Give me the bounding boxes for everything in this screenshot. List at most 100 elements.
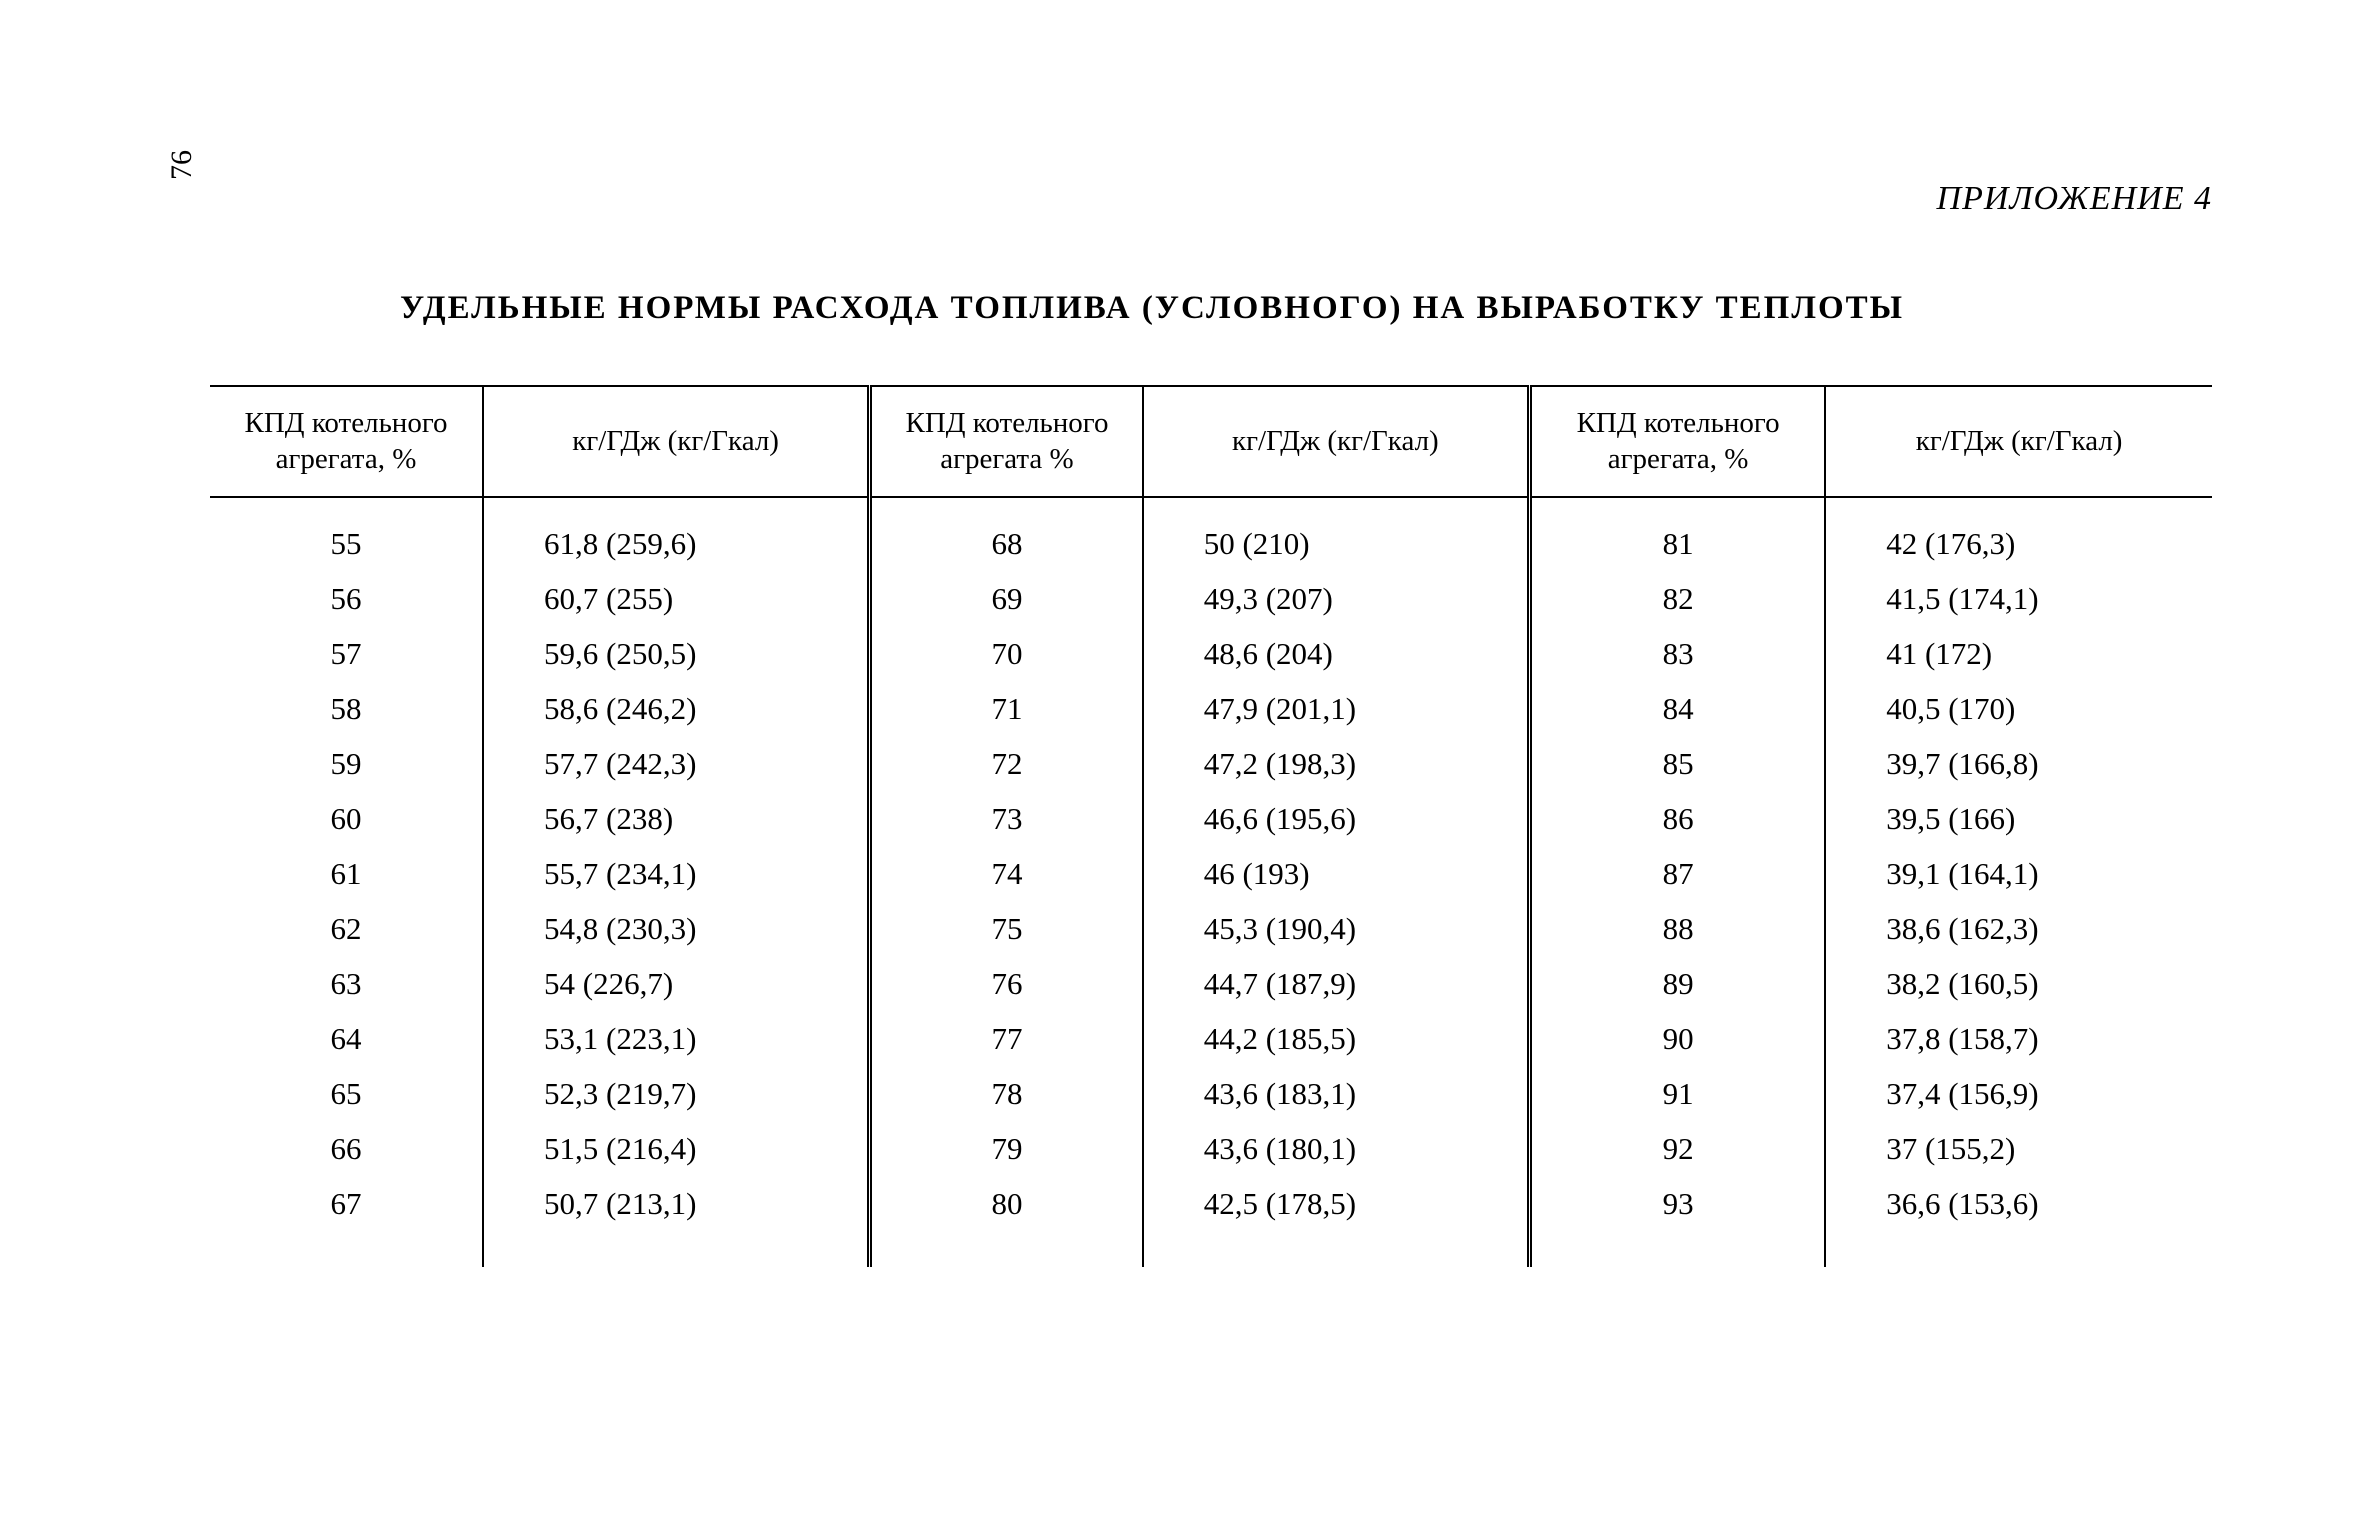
cell-kpd-2: 78 [870,1062,1143,1117]
table-header-row: КПД котельного агрегата, % кг/ГДж (кг/Гк… [210,386,2212,497]
cell-kpd-3: 84 [1529,677,1825,732]
col-header-val-3: кг/ГДж (кг/Гкал) [1825,386,2212,497]
cell-val-3: 39,7 (166,8) [1825,732,2212,787]
cell-val-2: 50 (210) [1143,497,1530,567]
cell-val-3: 40,5 (170) [1825,677,2212,732]
cell-val-3: 41 (172) [1825,622,2212,677]
cell-val-3: 39,5 (166) [1825,787,2212,842]
cell-kpd-3: 91 [1529,1062,1825,1117]
cell-kpd-2: 69 [870,567,1143,622]
cell-val-2: 49,3 (207) [1143,567,1530,622]
cell-val-2: 43,6 (180,1) [1143,1117,1530,1172]
col-header-val-1: кг/ГДж (кг/Гкал) [483,386,870,497]
table-row: 6056,7 (238)7346,6 (195,6)8639,5 (166) [210,787,2212,842]
cell-val-1: 57,7 (242,3) [483,732,870,787]
cell-kpd-2: 72 [870,732,1143,787]
cell-val-3: 37 (155,2) [1825,1117,2212,1172]
cell-kpd-1: 67 [210,1172,483,1267]
cell-val-2: 43,6 (183,1) [1143,1062,1530,1117]
cell-kpd-2: 68 [870,497,1143,567]
cell-val-2: 44,2 (185,5) [1143,1007,1530,1062]
cell-kpd-1: 55 [210,497,483,567]
table-row: 5858,6 (246,2)7147,9 (201,1)8440,5 (170) [210,677,2212,732]
cell-val-3: 36,6 (153,6) [1825,1172,2212,1267]
cell-kpd-3: 89 [1529,952,1825,1007]
cell-kpd-1: 63 [210,952,483,1007]
cell-val-1: 58,6 (246,2) [483,677,870,732]
cell-kpd-2: 74 [870,842,1143,897]
cell-val-3: 37,8 (158,7) [1825,1007,2212,1062]
cell-kpd-2: 75 [870,897,1143,952]
table-row: 5957,7 (242,3)7247,2 (198,3)8539,7 (166,… [210,732,2212,787]
cell-kpd-3: 88 [1529,897,1825,952]
cell-kpd-1: 64 [210,1007,483,1062]
fuel-norms-table-wrapper: КПД котельного агрегата, % кг/ГДж (кг/Гк… [210,385,2212,1267]
cell-val-3: 42 (176,3) [1825,497,2212,567]
col-header-kpd-2: КПД котельного агрегата % [870,386,1143,497]
cell-kpd-3: 92 [1529,1117,1825,1172]
cell-val-3: 37,4 (156,9) [1825,1062,2212,1117]
cell-val-1: 56,7 (238) [483,787,870,842]
cell-kpd-1: 65 [210,1062,483,1117]
table-row: 5660,7 (255)6949,3 (207)8241,5 (174,1) [210,567,2212,622]
cell-kpd-2: 71 [870,677,1143,732]
cell-val-2: 44,7 (187,9) [1143,952,1530,1007]
cell-kpd-2: 70 [870,622,1143,677]
cell-kpd-2: 76 [870,952,1143,1007]
col-header-val-2: кг/ГДж (кг/Гкал) [1143,386,1530,497]
col-header-kpd-1: КПД котельного агрегата, % [210,386,483,497]
cell-val-1: 59,6 (250,5) [483,622,870,677]
cell-kpd-3: 82 [1529,567,1825,622]
cell-kpd-3: 85 [1529,732,1825,787]
cell-val-1: 60,7 (255) [483,567,870,622]
table-row: 6750,7 (213,1)8042,5 (178,5)9336,6 (153,… [210,1172,2212,1267]
table-row: 6453,1 (223,1)7744,2 (185,5)9037,8 (158,… [210,1007,2212,1062]
cell-kpd-3: 83 [1529,622,1825,677]
cell-kpd-1: 59 [210,732,483,787]
col-header-kpd-3: КПД котельного агрегата, % [1529,386,1825,497]
cell-kpd-3: 81 [1529,497,1825,567]
cell-kpd-1: 57 [210,622,483,677]
cell-kpd-2: 77 [870,1007,1143,1062]
table-row: 6651,5 (216,4)7943,6 (180,1)9237 (155,2) [210,1117,2212,1172]
cell-val-2: 42,5 (178,5) [1143,1172,1530,1267]
page-title: УДЕЛЬНЫЕ НОРМЫ РАСХОДА ТОПЛИВА (УСЛОВНОГ… [400,290,2162,327]
cell-val-1: 55,7 (234,1) [483,842,870,897]
cell-val-2: 45,3 (190,4) [1143,897,1530,952]
cell-kpd-3: 90 [1529,1007,1825,1062]
table-row: 6354 (226,7)7644,7 (187,9)8938,2 (160,5) [210,952,2212,1007]
cell-val-2: 47,9 (201,1) [1143,677,1530,732]
cell-val-2: 46 (193) [1143,842,1530,897]
cell-kpd-1: 62 [210,897,483,952]
table-row: 6552,3 (219,7)7843,6 (183,1)9137,4 (156,… [210,1062,2212,1117]
cell-val-2: 48,6 (204) [1143,622,1530,677]
cell-val-1: 61,8 (259,6) [483,497,870,567]
cell-val-1: 54,8 (230,3) [483,897,870,952]
cell-val-3: 41,5 (174,1) [1825,567,2212,622]
table-row: 5561,8 (259,6)6850 (210)8142 (176,3) [210,497,2212,567]
cell-kpd-2: 79 [870,1117,1143,1172]
cell-val-3: 39,1 (164,1) [1825,842,2212,897]
cell-kpd-3: 93 [1529,1172,1825,1267]
cell-val-1: 50,7 (213,1) [483,1172,870,1267]
cell-val-3: 38,6 (162,3) [1825,897,2212,952]
cell-kpd-3: 86 [1529,787,1825,842]
cell-kpd-2: 73 [870,787,1143,842]
cell-val-1: 51,5 (216,4) [483,1117,870,1172]
cell-kpd-1: 60 [210,787,483,842]
cell-kpd-3: 87 [1529,842,1825,897]
cell-val-3: 38,2 (160,5) [1825,952,2212,1007]
fuel-norms-table: КПД котельного агрегата, % кг/ГДж (кг/Гк… [210,385,2212,1267]
cell-kpd-1: 58 [210,677,483,732]
cell-val-2: 47,2 (198,3) [1143,732,1530,787]
cell-kpd-2: 80 [870,1172,1143,1267]
appendix-label: ПРИЛОЖЕНИЕ 4 [1937,180,2212,218]
table-row: 6254,8 (230,3)7545,3 (190,4)8838,6 (162,… [210,897,2212,952]
cell-kpd-1: 61 [210,842,483,897]
page-number: 76 [165,150,199,180]
cell-val-1: 53,1 (223,1) [483,1007,870,1062]
table-row: 6155,7 (234,1)7446 (193)8739,1 (164,1) [210,842,2212,897]
table-body: 5561,8 (259,6)6850 (210)8142 (176,3)5660… [210,497,2212,1267]
cell-kpd-1: 66 [210,1117,483,1172]
cell-val-1: 52,3 (219,7) [483,1062,870,1117]
